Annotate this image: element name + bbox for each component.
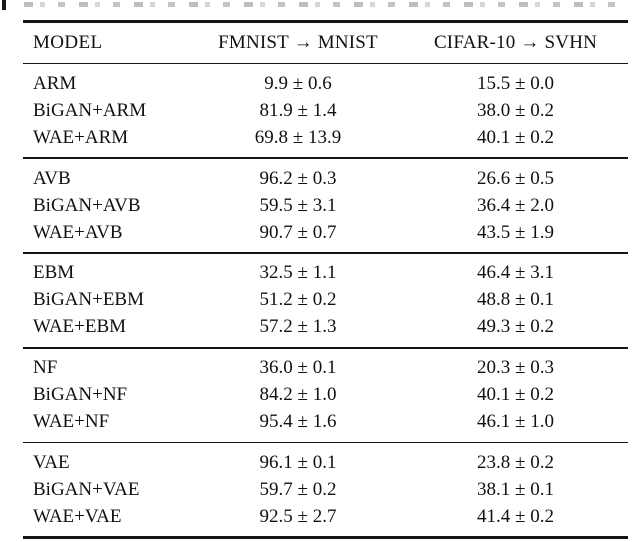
table-row: VAE 96.1 ± 0.1 23.8 ± 0.2 <box>23 449 628 476</box>
model-cell: VAE <box>33 451 70 473</box>
fmnist-mnist-cell: 59.7 ± 0.2 <box>259 478 337 500</box>
fmnist-mnist-cell: 96.2 ± 0.3 <box>259 167 337 189</box>
cifar-svhn-cell: 36.4 ± 2.0 <box>477 194 554 216</box>
cifar-svhn-cell: 15.5 ± 0.0 <box>477 72 554 94</box>
header-fmnist-mnist: FMNIST → MNIST <box>218 31 378 53</box>
fmnist-mnist-cell: 84.2 ± 1.0 <box>259 384 337 406</box>
cifar-svhn-cell: 38.0 ± 0.2 <box>477 99 554 121</box>
fmnist-mnist-cell: 81.9 ± 1.4 <box>259 99 337 121</box>
model-cell: ARM <box>33 72 77 94</box>
fmnist-mnist-cell: 59.5 ± 3.1 <box>259 194 337 216</box>
table-group-ebm: EBM 32.5 ± 1.1 46.4 ± 3.1 BiGAN+EBM 51.2… <box>23 254 628 347</box>
model-cell: NF <box>33 357 58 379</box>
model-cell: BiGAN+EBM <box>33 289 145 311</box>
fmnist-mnist-cell: 9.9 ± 0.6 <box>264 72 332 94</box>
fmnist-mnist-cell: 90.7 ± 0.7 <box>259 221 337 243</box>
table-mid-rule <box>23 157 628 160</box>
table-row: BiGAN+NF 84.2 ± 1.0 40.1 ± 0.2 <box>23 382 628 409</box>
fmnist-mnist-cell: 95.4 ± 1.6 <box>259 411 337 433</box>
cifar-svhn-cell: 41.4 ± 0.2 <box>477 505 554 527</box>
fmnist-mnist-cell: 36.0 ± 0.1 <box>259 357 337 379</box>
table-row: WAE+NF 95.4 ± 1.6 46.1 ± 1.0 <box>23 409 628 436</box>
model-cell: WAE+ARM <box>33 126 129 148</box>
table-row: WAE+AVB 90.7 ± 0.7 43.5 ± 1.9 <box>23 219 628 246</box>
table-row: EBM 32.5 ± 1.1 46.4 ± 3.1 <box>23 260 628 287</box>
table-mid-rule <box>23 252 628 254</box>
table-header-row: MODEL FMNIST → MNIST CIFAR-10 → SVHN <box>23 23 628 63</box>
fmnist-mnist-cell: 51.2 ± 0.2 <box>259 289 337 311</box>
table-top-rule <box>23 20 628 23</box>
model-cell: WAE+EBM <box>33 316 127 338</box>
table-group-avb: AVB 96.2 ± 0.3 26.6 ± 0.5 BiGAN+AVB 59.5… <box>23 159 628 252</box>
table-group-arm: ARM 9.9 ± 0.6 15.5 ± 0.0 BiGAN+ARM 81.9 … <box>23 64 628 157</box>
table-row: WAE+VAE 92.5 ± 2.7 41.4 ± 0.2 <box>23 503 628 530</box>
cifar-svhn-cell: 46.1 ± 1.0 <box>477 411 554 433</box>
table-row: BiGAN+EBM 51.2 ± 0.2 48.8 ± 0.1 <box>23 287 628 314</box>
cifar-svhn-cell: 48.8 ± 0.1 <box>477 289 554 311</box>
model-cell: WAE+VAE <box>33 505 122 527</box>
table-header-rule <box>23 62 628 65</box>
model-cell: BiGAN+VAE <box>33 478 140 500</box>
fmnist-mnist-cell: 69.8 ± 13.9 <box>254 126 342 148</box>
table-row: AVB 96.2 ± 0.3 26.6 ± 0.5 <box>23 165 628 192</box>
model-cell: BiGAN+NF <box>33 384 128 406</box>
cifar-svhn-cell: 40.1 ± 0.2 <box>477 126 554 148</box>
fmnist-mnist-cell: 96.1 ± 0.1 <box>259 451 337 473</box>
table-mid-rule <box>23 346 628 349</box>
model-cell: AVB <box>33 167 71 189</box>
fmnist-mnist-cell: 92.5 ± 2.7 <box>259 505 337 527</box>
table-row: WAE+ARM 69.8 ± 13.9 40.1 ± 0.2 <box>23 124 628 151</box>
fmnist-mnist-cell: 57.2 ± 1.3 <box>259 316 337 338</box>
model-cell: BiGAN+ARM <box>33 99 147 121</box>
clipped-caption-glyph-fragment <box>2 0 6 10</box>
cifar-svhn-cell: 49.3 ± 0.2 <box>477 316 554 338</box>
cifar-svhn-cell: 20.3 ± 0.3 <box>477 357 554 379</box>
model-cell: EBM <box>33 262 75 284</box>
table-bottom-rule <box>23 536 628 539</box>
model-cell: WAE+AVB <box>33 221 123 243</box>
table-row: NF 36.0 ± 0.1 20.3 ± 0.3 <box>23 355 628 382</box>
table-group-vae: VAE 96.1 ± 0.1 23.8 ± 0.2 BiGAN+VAE 59.7… <box>23 443 628 536</box>
fmnist-mnist-cell: 32.5 ± 1.1 <box>259 262 337 284</box>
clipped-caption-fragments <box>24 2 622 7</box>
cifar-svhn-cell: 40.1 ± 0.2 <box>477 384 554 406</box>
model-cell: WAE+NF <box>33 411 110 433</box>
cifar-svhn-cell: 43.5 ± 1.9 <box>477 221 554 243</box>
cifar-svhn-cell: 38.1 ± 0.1 <box>477 478 554 500</box>
table-row: BiGAN+AVB 59.5 ± 3.1 36.4 ± 2.0 <box>23 192 628 219</box>
cifar-svhn-cell: 23.8 ± 0.2 <box>477 451 554 473</box>
table-mid-rule <box>23 441 628 444</box>
table-row: WAE+EBM 57.2 ± 1.3 49.3 ± 0.2 <box>23 314 628 341</box>
header-cifar-svhn: CIFAR-10 → SVHN <box>433 31 598 53</box>
table-row: BiGAN+ARM 81.9 ± 1.4 38.0 ± 0.2 <box>23 97 628 124</box>
table-row: ARM 9.9 ± 0.6 15.5 ± 0.0 <box>23 70 628 97</box>
header-model: MODEL <box>33 31 103 53</box>
cifar-svhn-cell: 46.4 ± 3.1 <box>477 262 554 284</box>
model-cell: BiGAN+AVB <box>33 194 141 216</box>
cifar-svhn-cell: 26.6 ± 0.5 <box>477 167 554 189</box>
table-group-nf: NF 36.0 ± 0.1 20.3 ± 0.3 BiGAN+NF 84.2 ±… <box>23 349 628 442</box>
table-row: BiGAN+VAE 59.7 ± 0.2 38.1 ± 0.1 <box>23 476 628 503</box>
results-table: MODEL FMNIST → MNIST CIFAR-10 → SVHN ARM… <box>23 20 628 539</box>
